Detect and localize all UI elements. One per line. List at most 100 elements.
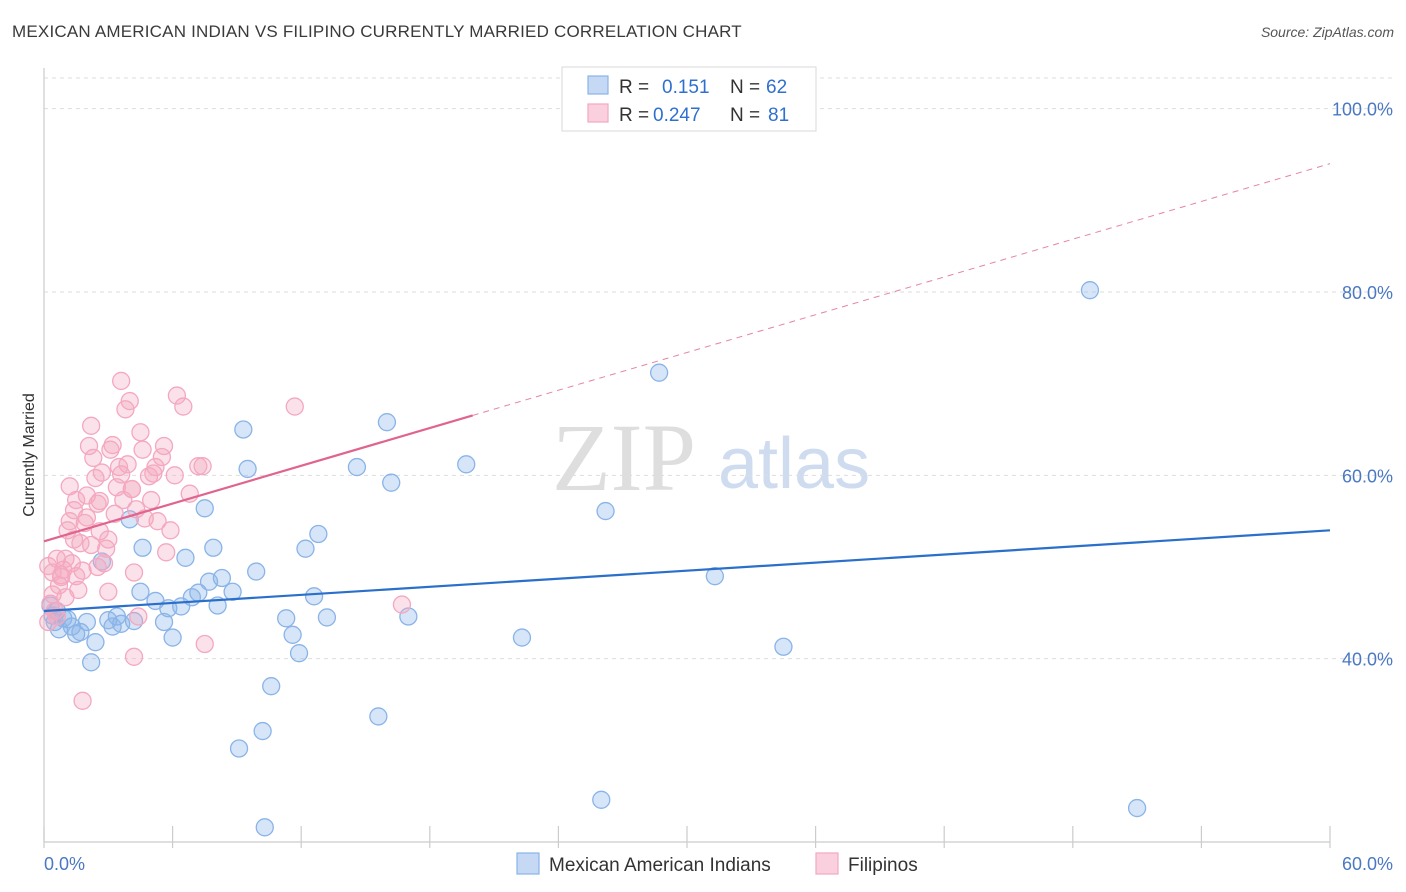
point-s1-23 (79, 436, 99, 456)
point-s0-53 (382, 473, 401, 492)
point-s0-61 (774, 637, 793, 656)
chart-source: Source: ZipAtlas.com (1260, 24, 1394, 40)
point-s1-11 (60, 512, 79, 531)
point-s1-53 (142, 490, 161, 510)
point-s0-62 (1080, 281, 1100, 300)
point-s0-58 (596, 501, 615, 521)
point-s0-41 (255, 818, 274, 837)
point-s1-39 (112, 371, 131, 391)
point-s0-27 (176, 548, 195, 567)
point-s1-63 (174, 397, 193, 416)
point-s0-48 (309, 524, 328, 544)
point-s1-78 (39, 556, 58, 576)
legend-r-value-1: 0.151 (662, 77, 710, 98)
point-s0-59 (649, 363, 669, 382)
legend-swatch-pink (587, 103, 609, 123)
point-s1-30 (92, 463, 112, 482)
point-s0-57 (592, 790, 611, 809)
point-s1-24 (82, 416, 101, 435)
watermark-atlas: atlas (718, 424, 870, 504)
point-s1-33 (99, 582, 118, 601)
y-axis-label: Currently Married (21, 393, 38, 517)
point-s0-39 (247, 562, 266, 581)
point-s1-80 (82, 535, 101, 555)
point-s0-38 (238, 459, 257, 479)
axes (43, 68, 1331, 848)
point-s0-30 (195, 499, 214, 518)
trend-line-dashed-s1 (472, 163, 1331, 416)
point-s0-34 (212, 568, 232, 588)
point-s1-45 (124, 563, 144, 582)
point-s1-68 (73, 691, 92, 710)
point-s0-42 (262, 677, 281, 696)
x-tick-label-0: 0.0% (44, 854, 85, 874)
point-s0-47 (304, 587, 324, 606)
point-s0-50 (347, 457, 367, 477)
scatter-points (39, 281, 1147, 837)
point-s0-20 (131, 582, 150, 601)
point-s1-41 (116, 400, 135, 419)
point-s1-35 (103, 435, 122, 455)
point-s1-29 (90, 491, 109, 511)
point-s1-65 (189, 457, 208, 476)
legend-r-label-2: R = (619, 105, 649, 126)
point-s1-36 (105, 504, 124, 523)
point-s1-48 (129, 607, 148, 626)
point-s0-56 (512, 628, 532, 647)
point-s1-62 (167, 386, 187, 405)
point-s0-51 (369, 707, 388, 726)
point-s1-56 (148, 512, 167, 531)
point-s0-23 (154, 612, 174, 632)
point-s1-61 (165, 466, 184, 485)
point-s0-9 (71, 622, 90, 642)
point-s1-43 (120, 391, 139, 411)
point-s0-63 (1127, 798, 1147, 818)
point-s1-46 (124, 647, 144, 666)
point-s1-66 (193, 457, 212, 476)
y-tick-label-0: 40.0% (1342, 650, 1393, 670)
point-s1-21 (77, 508, 97, 527)
legend-swatch-blue (587, 75, 609, 95)
point-s1-70 (392, 595, 412, 614)
point-s0-21 (133, 538, 152, 557)
point-s0-36 (229, 739, 249, 758)
y-tick-label-3: 100.0% (1332, 100, 1393, 120)
legend: R = 0.151 N = 62 R = 0.247 N = 81 (561, 66, 817, 132)
point-s0-55 (457, 455, 476, 474)
point-s1-16 (67, 490, 86, 510)
point-s0-37 (234, 420, 253, 439)
point-s0-52 (377, 413, 397, 432)
point-s0-45 (289, 644, 309, 663)
watermark-zip: ZIP (552, 404, 696, 511)
point-s1-59 (157, 543, 176, 562)
point-s1-69 (285, 397, 304, 416)
legend-n-value-1: 62 (766, 77, 787, 98)
y-tick-label-1: 60.0% (1342, 466, 1393, 486)
trend-line-s0 (43, 529, 1331, 613)
point-s1-5 (47, 607, 67, 626)
point-s0-43 (277, 609, 296, 628)
point-s1-57 (152, 447, 172, 467)
chart-title: MEXICAN AMERICAN INDIAN VS FILIPINO CURR… (12, 22, 742, 41)
point-s1-73 (67, 567, 86, 586)
point-s1-31 (94, 554, 114, 573)
point-s1-72 (51, 567, 71, 587)
point-s0-49 (317, 608, 337, 627)
point-s1-60 (161, 521, 180, 540)
point-s0-25 (163, 628, 182, 647)
point-s0-46 (296, 539, 315, 558)
y-tick-label-2: 80.0% (1342, 283, 1393, 303)
bottom-legend-swatch-blue (516, 852, 540, 875)
trend-lines (43, 163, 1331, 613)
point-s1-49 (131, 423, 150, 442)
point-s1-74 (88, 494, 107, 513)
tick-labels: 40.0% 60.0% 80.0% 100.0% 0.0% 60.0% (44, 100, 1393, 874)
bottom-legend: Mexican American Indians Filipinos (516, 852, 918, 876)
point-s0-44 (283, 625, 302, 644)
point-s0-11 (82, 653, 101, 672)
point-s0-60 (705, 567, 725, 586)
legend-r-value-2: 0.247 (653, 105, 701, 126)
bottom-legend-swatch-pink (815, 852, 839, 875)
bottom-legend-label-blue: Mexican American Indians (549, 855, 771, 876)
